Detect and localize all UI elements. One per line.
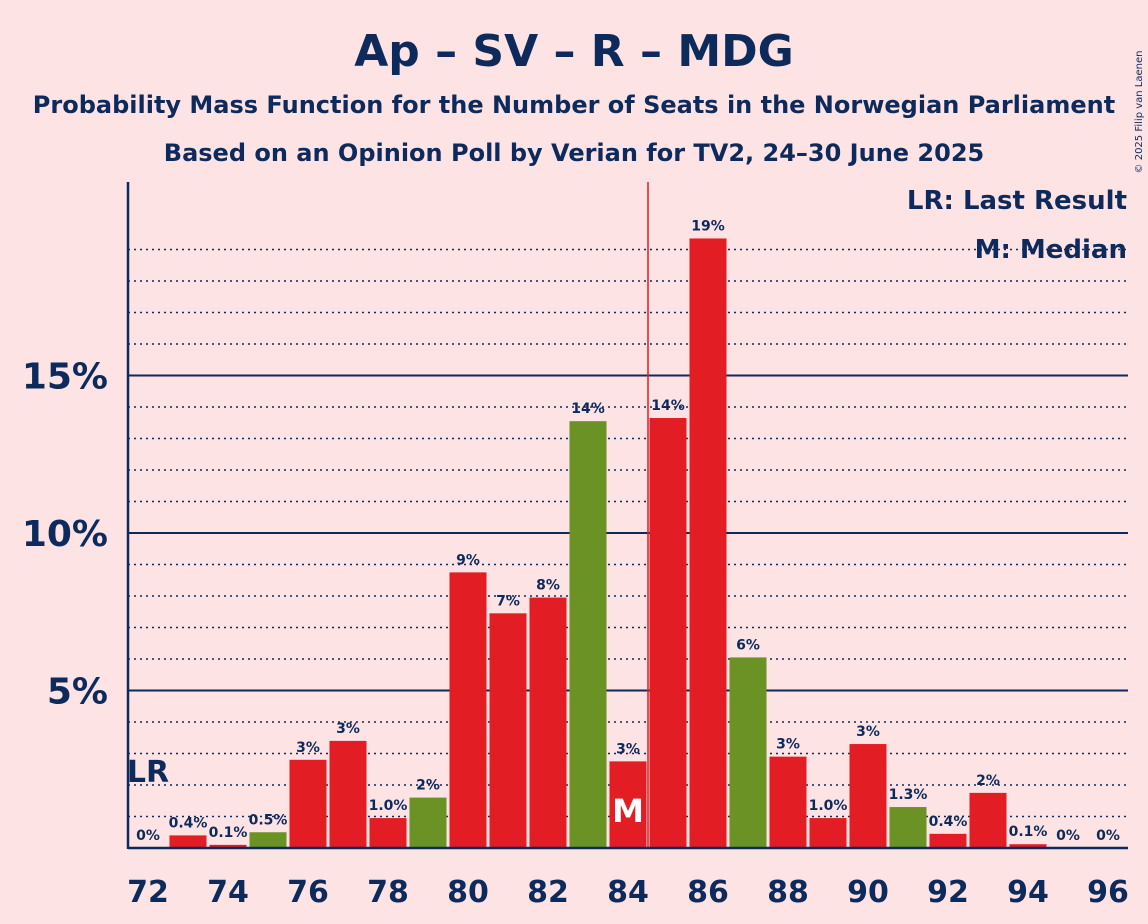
x-tick-label: 84	[607, 875, 649, 910]
data-label-seat-76: 3%	[296, 740, 320, 756]
bar-seat-83	[569, 421, 607, 848]
bar-seat-86	[689, 238, 727, 849]
data-label-seat-75: 0.5%	[249, 812, 288, 828]
data-label-seat-93: 2%	[976, 773, 1000, 789]
axes-group: 5% 10% 15% 72 74 76 78 80 82 84 86 88 90 92 94 96	[22, 182, 1129, 910]
bar-seat-84	[609, 761, 647, 848]
bar-seat-82	[529, 597, 567, 848]
legend-median: M: Median	[975, 235, 1127, 265]
x-tick-label: 80	[447, 875, 489, 910]
bar-seat-73	[169, 835, 207, 848]
bar-seat-80	[449, 572, 487, 848]
data-label-seat-90: 3%	[856, 724, 880, 740]
data-label-seat-95: 0%	[1056, 828, 1080, 844]
x-tick-label: 74	[207, 875, 249, 910]
bar-seat-89	[809, 818, 847, 848]
bar-seat-85	[649, 418, 687, 848]
bars-group	[169, 238, 1047, 849]
x-tick-label: 88	[767, 875, 809, 910]
gridlines	[128, 248, 1128, 818]
data-label-seat-81: 7%	[496, 593, 520, 609]
bar-seat-77	[329, 740, 367, 848]
x-tick-label: 94	[1007, 875, 1049, 910]
data-labels-group: 0%0.4%0.1%0.5%3%3%1.0%2%9%7%8%14%3%14%19…	[127, 218, 1120, 844]
data-label-seat-92: 0.4%	[929, 814, 968, 830]
data-label-seat-86: 19%	[691, 218, 725, 234]
bar-seat-78	[369, 818, 407, 848]
data-label-seat-94: 0.1%	[1009, 824, 1048, 840]
x-tick-label: 78	[367, 875, 409, 910]
data-label-seat-79: 2%	[416, 778, 440, 794]
data-label-seat-91: 1.3%	[889, 787, 928, 803]
data-label-seat-96: 0%	[1096, 828, 1120, 844]
data-label-seat-83: 14%	[571, 401, 605, 417]
data-label-seat-73: 0.4%	[169, 815, 208, 831]
legend-last-result: LR: Last Result	[907, 186, 1127, 216]
data-label-seat-80: 9%	[456, 552, 480, 568]
x-tick-label: 96	[1087, 875, 1129, 910]
data-label-seat-74: 0.1%	[209, 825, 248, 841]
data-label-seat-72: 0%	[136, 828, 160, 844]
y-tick-label: 5%	[47, 672, 108, 713]
legend-group: LR: Last Result M: Median	[907, 186, 1127, 265]
bar-seat-79	[409, 797, 447, 848]
bar-seat-74	[209, 844, 247, 848]
data-label-seat-82: 8%	[536, 578, 560, 594]
chart-subtitle-1: Probability Mass Function for the Number…	[33, 91, 1115, 119]
last-result-marker: LR	[127, 755, 169, 790]
data-label-seat-84: 3%	[616, 741, 640, 757]
data-label-seat-85: 14%	[651, 398, 685, 414]
bar-seat-88	[769, 756, 807, 848]
chart-subtitle-2: Based on an Opinion Poll by Verian for T…	[164, 139, 984, 167]
data-label-seat-78: 1.0%	[369, 798, 408, 814]
chart-title: Ap – SV – R – MDG	[354, 26, 794, 77]
bar-seat-76	[289, 759, 327, 848]
bar-seat-92	[929, 833, 967, 848]
x-tick-label: 86	[687, 875, 729, 910]
data-label-seat-87: 6%	[736, 637, 760, 653]
bar-seat-93	[969, 792, 1007, 848]
bar-seat-81	[489, 613, 527, 848]
data-label-seat-77: 3%	[336, 721, 360, 737]
bar-seat-90	[849, 744, 887, 848]
median-marker: M	[612, 792, 644, 830]
bar-seat-87	[729, 657, 767, 848]
x-tick-label: 82	[527, 875, 569, 910]
x-tick-label: 72	[127, 875, 169, 910]
data-label-seat-88: 3%	[776, 737, 800, 753]
copyright-text: © 2025 Filip van Laenen	[1134, 51, 1145, 174]
y-tick-label: 15%	[22, 357, 108, 398]
bar-seat-91	[889, 807, 927, 848]
bar-seat-75	[249, 832, 287, 848]
x-tick-label: 76	[287, 875, 329, 910]
bar-seat-94	[1009, 844, 1047, 848]
y-tick-label: 10%	[22, 514, 108, 555]
x-tick-label: 90	[847, 875, 889, 910]
data-label-seat-89: 1.0%	[809, 798, 848, 814]
x-tick-label: 92	[927, 875, 969, 910]
